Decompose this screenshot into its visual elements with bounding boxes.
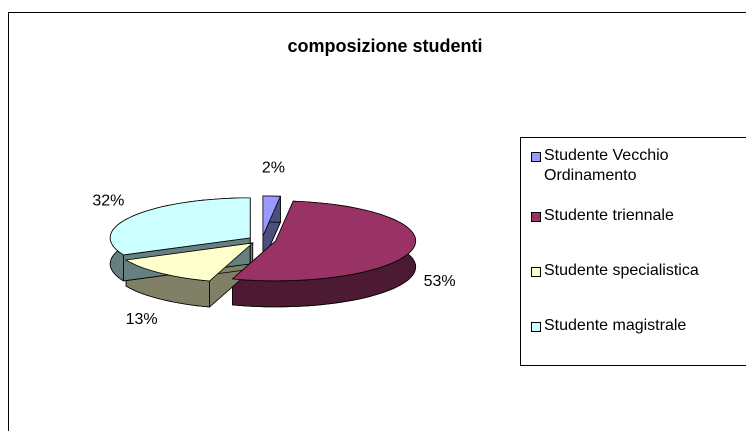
legend-swatch [531, 322, 541, 332]
legend-swatch [531, 212, 541, 222]
data-label: 53% [424, 273, 456, 290]
legend-swatch [531, 267, 541, 277]
legend-label: Studente triennale [544, 207, 674, 224]
legend-label: Studente specialistica [544, 262, 699, 279]
slice [124, 242, 254, 282]
slice [231, 200, 417, 282]
legend-label: Studente Vecchio Ordinamento [544, 147, 669, 184]
chart-title: composizione studenti [287, 36, 482, 56]
data-label: 32% [92, 193, 124, 210]
data-label: 13% [126, 311, 158, 328]
data-label: 2% [262, 159, 285, 176]
legend: Studente Vecchio Ordinamento Studente tri… [520, 137, 746, 366]
legend-label: Studente magistrale [544, 317, 687, 334]
slice [262, 195, 282, 237]
slice [109, 197, 251, 256]
legend-swatch [531, 152, 541, 162]
